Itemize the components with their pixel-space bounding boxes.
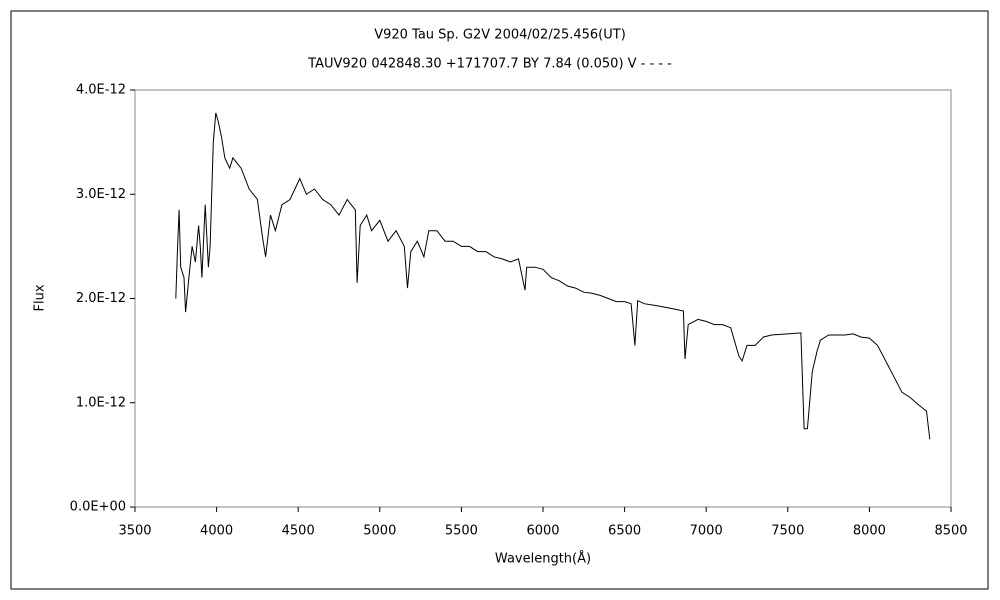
y-tick-label: 1.0E-12 <box>76 395 126 410</box>
x-tick-label: 8500 <box>934 524 967 539</box>
x-tick-label: 3500 <box>118 524 151 539</box>
x-tick-label: 5500 <box>445 524 478 539</box>
x-tick-label: 7500 <box>771 524 804 539</box>
x-tick-label: 6000 <box>526 524 559 539</box>
y-tick-label: 3.0E-12 <box>76 187 126 202</box>
x-tick-label: 4000 <box>200 524 233 539</box>
chart-title: V920 Tau Sp. G2V 2004/02/25.456(UT) <box>374 28 626 43</box>
y-tick-label: 0.0E+00 <box>70 500 126 515</box>
spectrum-line <box>175 112 931 440</box>
chart-subtitle: TAUV920 042848.30 +171707.7 BY 7.84 (0.0… <box>307 57 672 72</box>
x-tick-label: 8000 <box>853 524 886 539</box>
x-axis-label: Wavelength(Å) <box>495 551 591 567</box>
x-tick-label: 4500 <box>282 524 315 539</box>
y-axis-label: Flux <box>33 284 48 311</box>
chart-frame <box>10 10 989 590</box>
x-tick-label: 6500 <box>608 524 641 539</box>
y-tick-label: 4.0E-12 <box>76 83 126 98</box>
x-tick-label: 7000 <box>690 524 723 539</box>
y-tick-label: 2.0E-12 <box>76 291 126 306</box>
x-tick-label: 5000 <box>363 524 396 539</box>
